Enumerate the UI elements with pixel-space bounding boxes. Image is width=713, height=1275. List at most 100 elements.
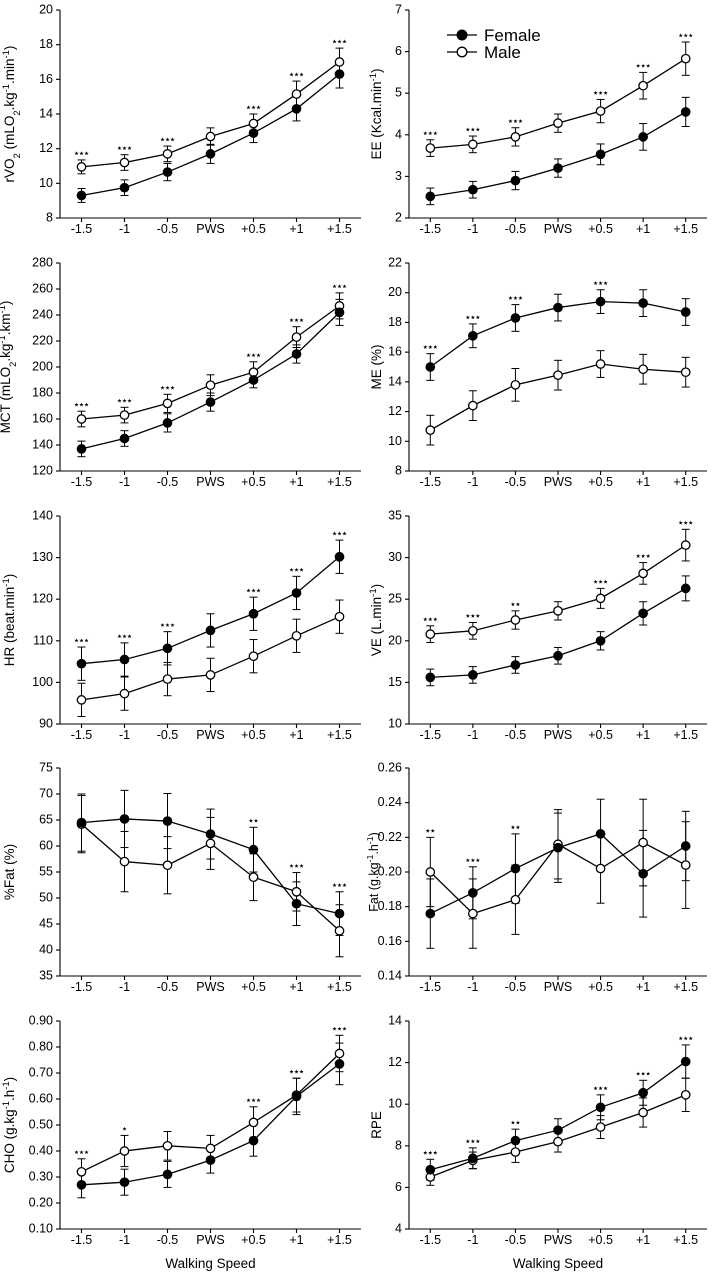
svg-text:PWS: PWS <box>196 728 224 742</box>
svg-text:-1: -1 <box>119 1233 130 1247</box>
svg-text:5: 5 <box>395 86 402 100</box>
svg-text:+0.5: +0.5 <box>241 475 266 489</box>
svg-text:%Fat (%): %Fat (%) <box>2 844 17 900</box>
svg-text:8: 8 <box>46 211 53 225</box>
svg-text:-1.5: -1.5 <box>71 475 93 489</box>
svg-text:20: 20 <box>39 3 53 17</box>
svg-text:55: 55 <box>39 865 53 879</box>
svg-text:12: 12 <box>39 141 53 155</box>
svg-text:-1.5: -1.5 <box>420 980 442 994</box>
svg-text:Walking Speed: Walking Speed <box>513 1256 603 1271</box>
svg-text:0.10: 0.10 <box>29 1222 53 1236</box>
svg-text:+0.5: +0.5 <box>588 222 613 236</box>
svg-text:0.22: 0.22 <box>378 830 402 844</box>
svg-text:+0.5: +0.5 <box>588 475 613 489</box>
svg-text:220: 220 <box>32 334 53 348</box>
svg-text:10: 10 <box>388 434 402 448</box>
svg-text:+1.5: +1.5 <box>673 1233 698 1247</box>
svg-text:0.16: 0.16 <box>378 934 402 948</box>
svg-text:8: 8 <box>395 1138 402 1152</box>
svg-text:60: 60 <box>39 839 53 853</box>
svg-text:240: 240 <box>32 308 53 322</box>
svg-text:10: 10 <box>388 1097 402 1111</box>
svg-text:+1.5: +1.5 <box>673 980 698 994</box>
svg-text:280: 280 <box>32 256 53 270</box>
svg-text:0.26: 0.26 <box>378 761 402 775</box>
svg-text:7: 7 <box>395 3 402 17</box>
svg-text:200: 200 <box>32 360 53 374</box>
svg-text:100: 100 <box>32 675 53 689</box>
svg-text:-1: -1 <box>467 728 478 742</box>
svg-text:+0.5: +0.5 <box>241 1233 266 1247</box>
svg-text:4: 4 <box>395 1222 402 1236</box>
svg-text:20: 20 <box>388 285 402 299</box>
svg-text:-0.5: -0.5 <box>505 728 527 742</box>
svg-text:0.30: 0.30 <box>29 1170 53 1184</box>
svg-text:35: 35 <box>39 969 53 983</box>
svg-text:-1.5: -1.5 <box>420 1233 442 1247</box>
svg-text:+0.5: +0.5 <box>241 728 266 742</box>
svg-text:VE (L.min-1): VE (L.min-1) <box>368 584 385 656</box>
svg-text:EE (Kcal.min-1): EE (Kcal.min-1) <box>368 69 385 160</box>
svg-text:HR (beat.min-1): HR (beat.min-1) <box>1 574 18 666</box>
svg-text:-1.5: -1.5 <box>71 980 93 994</box>
svg-text:-1: -1 <box>467 475 478 489</box>
svg-text:0.80: 0.80 <box>29 1040 53 1054</box>
svg-text:65: 65 <box>39 813 53 827</box>
svg-text:-1: -1 <box>467 980 478 994</box>
svg-text:35: 35 <box>388 509 402 523</box>
svg-text:18: 18 <box>388 315 402 329</box>
svg-text:PWS: PWS <box>196 222 224 236</box>
svg-text:+1.5: +1.5 <box>673 475 698 489</box>
svg-text:2: 2 <box>395 211 402 225</box>
svg-text:-1: -1 <box>119 475 130 489</box>
svg-text:6: 6 <box>395 44 402 58</box>
svg-text:14: 14 <box>39 107 53 121</box>
svg-text:Fat (g.kg-1.h-1): Fat (g.kg-1.h-1) <box>367 832 381 912</box>
svg-text:-1.5: -1.5 <box>420 728 442 742</box>
svg-text:75: 75 <box>39 761 53 775</box>
svg-text:-0.5: -0.5 <box>157 222 179 236</box>
svg-text:rVO2 (mLO2.kg-1.min-1): rVO2 (mLO2.kg-1.min-1) <box>1 46 23 183</box>
svg-text:-0.5: -0.5 <box>505 222 527 236</box>
svg-text:0.70: 0.70 <box>29 1066 53 1080</box>
svg-text:Walking Speed: Walking Speed <box>165 1256 255 1271</box>
svg-text:70: 70 <box>39 787 53 801</box>
svg-text:50: 50 <box>39 891 53 905</box>
svg-text:8: 8 <box>395 464 402 478</box>
svg-text:-0.5: -0.5 <box>157 1233 179 1247</box>
svg-text:0.20: 0.20 <box>29 1196 53 1210</box>
svg-text:-0.5: -0.5 <box>157 728 179 742</box>
svg-text:-0.5: -0.5 <box>157 980 179 994</box>
svg-text:0.50: 0.50 <box>29 1118 53 1132</box>
svg-text:+1.5: +1.5 <box>327 980 352 994</box>
svg-text:+1: +1 <box>636 475 650 489</box>
svg-text:+1.5: +1.5 <box>327 475 352 489</box>
svg-text:0.18: 0.18 <box>378 899 402 913</box>
svg-text:+1: +1 <box>636 1233 650 1247</box>
svg-text:10: 10 <box>388 717 402 731</box>
svg-text:-1.5: -1.5 <box>71 1233 93 1247</box>
svg-text:-0.5: -0.5 <box>505 475 527 489</box>
svg-text:-1.5: -1.5 <box>420 222 442 236</box>
svg-text:+0.5: +0.5 <box>241 222 266 236</box>
svg-text:+1.5: +1.5 <box>673 222 698 236</box>
svg-text:3: 3 <box>395 169 402 183</box>
svg-text:PWS: PWS <box>544 222 572 236</box>
svg-text:PWS: PWS <box>544 728 572 742</box>
svg-text:-0.5: -0.5 <box>157 475 179 489</box>
svg-text:-0.5: -0.5 <box>505 980 527 994</box>
svg-text:14: 14 <box>388 374 402 388</box>
svg-text:12: 12 <box>388 1055 402 1069</box>
svg-text:120: 120 <box>32 592 53 606</box>
svg-text:-1.5: -1.5 <box>420 475 442 489</box>
svg-text:22: 22 <box>388 256 402 270</box>
svg-text:110: 110 <box>33 633 53 647</box>
svg-text:+1.5: +1.5 <box>327 728 352 742</box>
svg-text:15: 15 <box>388 675 402 689</box>
svg-text:260: 260 <box>32 282 53 296</box>
svg-text:ME (%): ME (%) <box>369 345 384 390</box>
svg-text:PWS: PWS <box>196 475 224 489</box>
svg-text:180: 180 <box>32 386 53 400</box>
svg-text:PWS: PWS <box>544 980 572 994</box>
